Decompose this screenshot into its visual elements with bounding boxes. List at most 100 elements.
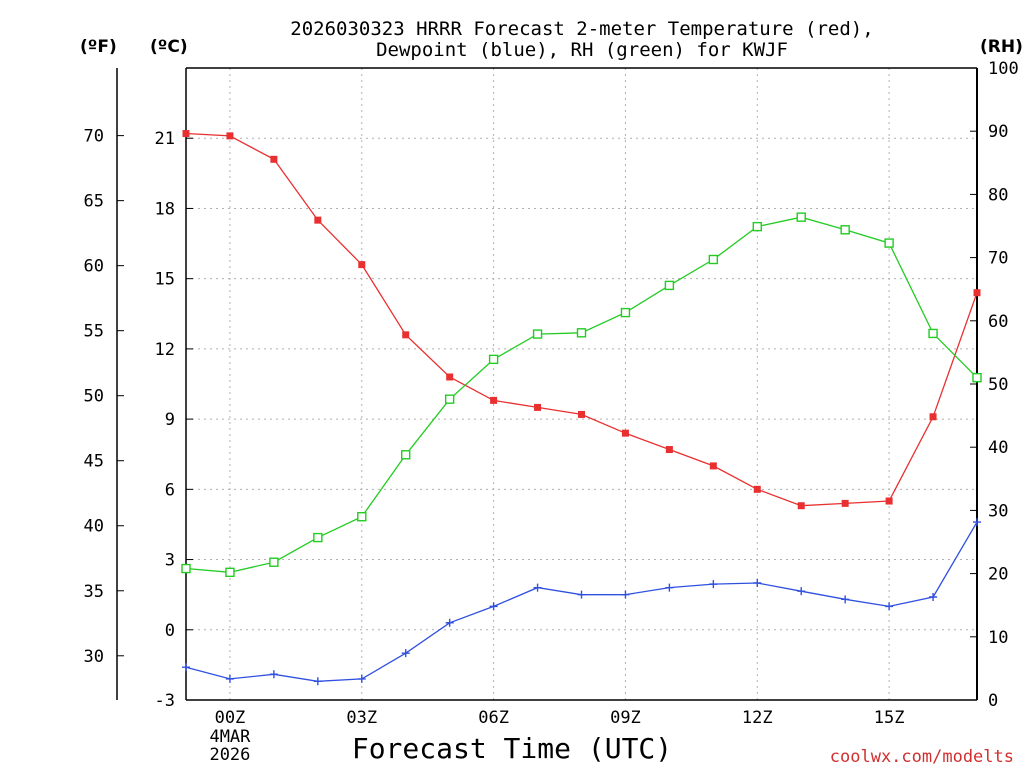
dewpoint-point	[269, 670, 278, 679]
rh-point	[225, 567, 235, 578]
dewpoint-point	[401, 649, 410, 658]
rh-tick-label: 10	[988, 628, 1008, 648]
rh-unit-label: (RH)	[980, 37, 1023, 57]
2-meter-temperature-point	[885, 497, 893, 505]
fahrenheit-unit-label: (ºF)	[80, 37, 117, 57]
2-meter-temperature-point	[534, 403, 542, 411]
rh-tick-label: 70	[988, 249, 1008, 269]
credit-text: coolwx.com/modelts	[830, 747, 1014, 767]
x-axis-label: Forecast Time (UTC)	[352, 732, 672, 765]
dewpoint-point	[753, 578, 762, 587]
rh-point	[532, 329, 543, 339]
fahrenheit-tick-label: 70	[84, 127, 104, 147]
rh-tick-label: 40	[988, 438, 1008, 458]
x-tick-label: 03Z	[346, 708, 377, 728]
rh-point	[576, 328, 587, 338]
dewpoint-point	[665, 583, 674, 592]
rh-tick-label: 20	[988, 565, 1008, 585]
2-meter-temperature-point	[753, 485, 761, 493]
rh-point	[796, 212, 806, 222]
celsius-tick-label: -3	[155, 691, 175, 711]
rh-point	[972, 372, 982, 383]
2-meter-temperature-point	[578, 410, 585, 418]
dewpoint-point	[841, 595, 850, 604]
rh-tick-label: 90	[988, 122, 1008, 142]
2-meter-temperature-point	[314, 216, 322, 224]
fahrenheit-tick-label: 30	[84, 647, 104, 667]
dewpoint-point	[357, 674, 366, 683]
dewpoint-point	[533, 583, 542, 592]
2-meter-temperature-point	[446, 373, 454, 381]
x-tick-label: 15Z	[874, 708, 905, 728]
dewpoint-point	[489, 602, 498, 611]
dewpoint-point	[973, 518, 981, 527]
fahrenheit-tick-label: 35	[84, 582, 104, 602]
rh-point	[357, 512, 367, 522]
2-meter-temperature-point	[841, 499, 849, 507]
2-meter-temperature-point	[402, 331, 410, 339]
rh-point	[444, 394, 455, 404]
chart-title-line-1: 2026030323 HRRR Forecast 2-meter Tempera…	[290, 18, 873, 40]
2-meter-temperature-point	[226, 132, 234, 140]
rh-point	[269, 557, 279, 567]
dewpoint-point	[621, 590, 630, 599]
celsius-unit-label: (ºC)	[150, 37, 188, 57]
celsius-tick-label: 9	[165, 410, 175, 430]
rh-point	[884, 238, 894, 248]
celsius-tick-label: 3	[165, 551, 175, 571]
rh-tick-label: 60	[988, 312, 1008, 332]
dewpoint-point	[225, 674, 234, 683]
x-tick-label: 00Z	[215, 708, 246, 728]
2-meter-temperature-point	[797, 502, 805, 510]
rh-tick-label: 30	[988, 501, 1008, 521]
celsius-tick-label: 6	[165, 480, 175, 500]
data-series	[181, 130, 982, 686]
2-meter-temperature-point	[665, 446, 673, 454]
dewpoint-point	[797, 587, 806, 596]
2-meter-temperature-point	[929, 413, 937, 421]
rh-point	[928, 328, 938, 339]
2-meter-temperature-point	[270, 155, 278, 163]
2-meter-temperature-point	[182, 130, 190, 138]
x-date-label: 2026	[209, 745, 250, 765]
fahrenheit-tick-label: 55	[84, 322, 104, 342]
rh-point	[401, 450, 411, 460]
fahrenheit-tick-label: 40	[84, 517, 104, 537]
dewpoint-point	[445, 618, 454, 627]
fahrenheit-tick-label: 65	[84, 192, 104, 212]
rh-point	[840, 225, 850, 235]
rh-point	[488, 354, 499, 365]
rh-point	[752, 221, 762, 232]
dewpoint-point	[929, 593, 938, 602]
rh-tick-label: 0	[988, 691, 998, 711]
fahrenheit-tick-label: 60	[84, 257, 104, 277]
2-meter-temperature-point	[709, 462, 717, 470]
rh-point	[313, 532, 323, 543]
2-meter-temperature-point	[973, 289, 981, 297]
celsius-tick-label: 12	[155, 340, 175, 360]
rh-point	[664, 280, 675, 291]
dewpoint-point	[577, 590, 586, 599]
x-date-label: 4MAR	[209, 727, 251, 747]
fahrenheit-tick-label: 45	[84, 452, 104, 472]
dewpoint-point	[709, 580, 718, 589]
rh-tick-label: 80	[988, 185, 1008, 205]
dewpoint-point	[313, 677, 322, 686]
rh-point	[708, 254, 719, 265]
dewpoint-point	[885, 602, 894, 611]
chart-title-line-2: Dewpoint (blue), RH (green) for KWJF	[376, 39, 788, 61]
celsius-tick-label: 0	[165, 621, 175, 641]
2-meter-temperature-point	[621, 429, 629, 437]
x-tick-label: 06Z	[478, 708, 509, 728]
rh-tick-label: 50	[988, 375, 1008, 395]
2-meter-temperature-point	[490, 396, 498, 404]
rh-point	[181, 563, 191, 574]
fahrenheit-tick-label: 50	[84, 387, 104, 407]
rh-point	[620, 307, 631, 318]
x-tick-label: 09Z	[610, 708, 641, 728]
celsius-tick-label: 15	[155, 270, 175, 290]
celsius-tick-label: 18	[155, 199, 175, 219]
dewpoint-point	[182, 663, 190, 672]
